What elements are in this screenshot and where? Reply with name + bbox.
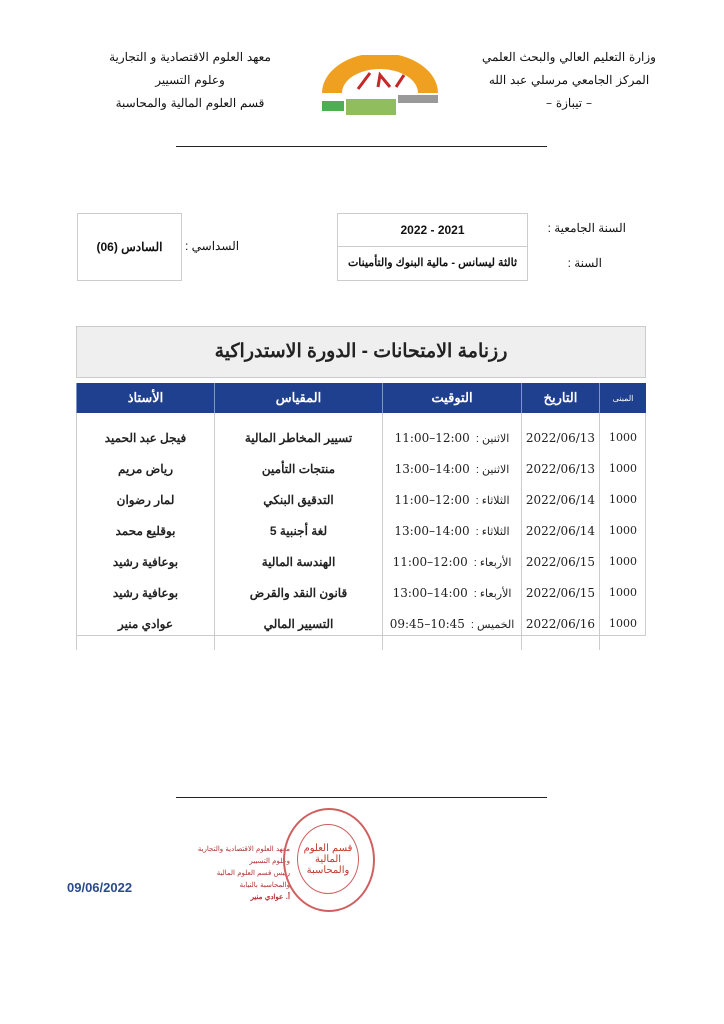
signature-block: معهد العلوم الاقتصادية والتجارية وعلوم ا… — [180, 843, 290, 903]
cell-day: الاثنين : — [475, 463, 510, 476]
cell-module: منتجات التأمين — [214, 453, 383, 484]
cell-time-range: 14:00–13:00 — [392, 585, 468, 600]
cell-professor: رياض مريم — [76, 453, 215, 484]
header-module: المقياس — [214, 383, 383, 413]
cell-time-range: 14:00–13:00 — [394, 523, 470, 538]
cell-professor: بوقليع محمد — [76, 515, 215, 546]
header-date: التاريخ — [521, 383, 600, 413]
signature-line: أ. عوادي منير — [250, 892, 290, 901]
cell-building: 1000 — [599, 515, 646, 546]
cell-building: 1000 — [599, 577, 646, 608]
cell-module: لغة أجنبية 5 — [214, 515, 383, 546]
header-time: التوقيت — [382, 383, 522, 413]
cell-professor: لمار رضوان — [76, 484, 215, 515]
cell-time: الثلاثاء : 12:00–11:00 — [382, 484, 522, 515]
header-divider — [176, 146, 547, 147]
cell-module: التدقيق البنكي — [214, 484, 383, 515]
cell-time: الاثنين : 14:00–13:00 — [382, 453, 522, 484]
cell-time: الثلاثاء : 14:00–13:00 — [382, 515, 522, 546]
cell-time: الاثنين : 12:00–11:00 — [382, 413, 522, 453]
cell-professor: فيجل عبد الحميد — [76, 413, 215, 453]
official-stamp: قسم العلوم المالية والمحاسبة — [283, 808, 375, 912]
cell-module: التسيير المالي — [214, 608, 383, 650]
cell-building: 1000 — [599, 608, 646, 650]
table-header-row: المبنى التاريخ التوقيت المقياس الأستاذ — [76, 383, 646, 413]
cell-time: الأربعاء : 14:00–13:00 — [382, 577, 522, 608]
academic-year-value: 2022 - 2021 — [338, 214, 527, 247]
year-value: ثالثة ليسانس - مالية البنوك والتأمينات — [347, 257, 518, 269]
institute-line: معهد العلوم الاقتصادية و التجارية — [109, 50, 271, 64]
year-info-box: 2022 - 2021 ثالثة ليسانس - مالية البنوك … — [337, 213, 528, 281]
cell-building: 1000 — [599, 484, 646, 515]
exam-table: المبنى التاريخ التوقيت المقياس الأستاذ 1… — [76, 383, 646, 650]
academic-year-label: السنة الجامعية : — [547, 221, 626, 235]
header-building: المبنى — [599, 383, 646, 413]
cell-date: 2022/06/16 — [521, 608, 600, 650]
cell-professor: عوادي منير — [76, 608, 215, 650]
cell-time-range: 12:00–11:00 — [394, 430, 470, 445]
cell-date: 2022/06/14 — [521, 515, 600, 546]
cell-building: 1000 — [599, 413, 646, 453]
table-row: 1000 2022/06/15 الأربعاء : 12:00–11:00 ال… — [76, 546, 646, 577]
institute-header: معهد العلوم الاقتصادية و التجارية وعلوم … — [100, 46, 280, 115]
cell-day: الثلاثاء : — [475, 525, 510, 538]
header-professor: الأستاذ — [76, 383, 215, 413]
institute-line-2: وعلوم التسيير — [155, 73, 225, 87]
university-logo — [322, 55, 438, 115]
footer-divider — [176, 797, 547, 798]
cell-module: الهندسة المالية — [214, 546, 383, 577]
cell-time-range: 12:00–11:00 — [394, 492, 470, 507]
ministry-line: وزارة التعليم العالي والبحث العلمي — [482, 50, 656, 64]
cell-time: الخميس : 10:45–09:45 — [382, 608, 522, 650]
cell-day: الثلاثاء : — [475, 494, 510, 507]
cell-time-range: 14:00–13:00 — [394, 461, 470, 476]
ministry-header: وزارة التعليم العالي والبحث العلمي المرك… — [469, 46, 669, 115]
cell-professor: بوعافية رشيد — [76, 577, 215, 608]
table-row: 1000 2022/06/15 الأربعاء : 14:00–13:00 قا… — [76, 577, 646, 608]
cell-building: 1000 — [599, 546, 646, 577]
signature-line: والمحاسبة بالنيابة — [239, 881, 290, 889]
semester-label: السداسي : — [185, 239, 240, 253]
cell-date: 2022/06/13 — [521, 453, 600, 484]
cell-date: 2022/06/14 — [521, 484, 600, 515]
cell-day: الخميس : — [470, 618, 515, 631]
cell-day: الأربعاء : — [473, 587, 512, 600]
semester-value: السادس (06) — [77, 213, 182, 281]
cell-building: 1000 — [599, 453, 646, 484]
center-line: المركز الجامعي مرسلي عبد الله — [488, 73, 650, 87]
footer-date: 09/06/2022 — [67, 880, 133, 895]
cell-day: الأربعاء : — [473, 556, 512, 569]
signature-line: رئيس قسم العلوم المالية — [216, 869, 290, 877]
page-title: رزنامة الامتحانات - الدورة الاستدراكية — [76, 326, 646, 378]
city-line: – تيبازة – — [546, 96, 592, 110]
cell-module: تسيير المخاطر المالية — [214, 413, 383, 453]
cell-time-range: 10:45–09:45 — [389, 616, 465, 631]
table-row: 1000 2022/06/16 الخميس : 10:45–09:45 التس… — [76, 608, 646, 650]
cell-time-range: 12:00–11:00 — [392, 554, 468, 569]
cell-date: 2022/06/13 — [521, 413, 600, 453]
cell-day: الاثنين : — [475, 432, 510, 445]
stamp-text: قسم العلوم المالية والمحاسبة — [297, 824, 359, 894]
table-row: 1000 2022/06/13 الاثنين : 14:00–13:00 منت… — [76, 453, 646, 484]
cell-date: 2022/06/15 — [521, 577, 600, 608]
table-row: 1000 2022/06/14 الثلاثاء : 14:00–13:00 لغ… — [76, 515, 646, 546]
cell-time: الأربعاء : 12:00–11:00 — [382, 546, 522, 577]
table-row: 1000 2022/06/13 الاثنين : 12:00–11:00 تسي… — [76, 413, 646, 453]
signature-line: معهد العلوم الاقتصادية والتجارية وعلوم ا… — [197, 845, 290, 865]
year-label: السنة : — [567, 256, 602, 270]
department-line: قسم العلوم المالية والمحاسبة — [115, 96, 265, 110]
cell-date: 2022/06/15 — [521, 546, 600, 577]
cell-professor: بوعافية رشيد — [76, 546, 215, 577]
table-row: 1000 2022/06/14 الثلاثاء : 12:00–11:00 ال… — [76, 484, 646, 515]
cell-module: قانون النقد والقرض — [214, 577, 383, 608]
